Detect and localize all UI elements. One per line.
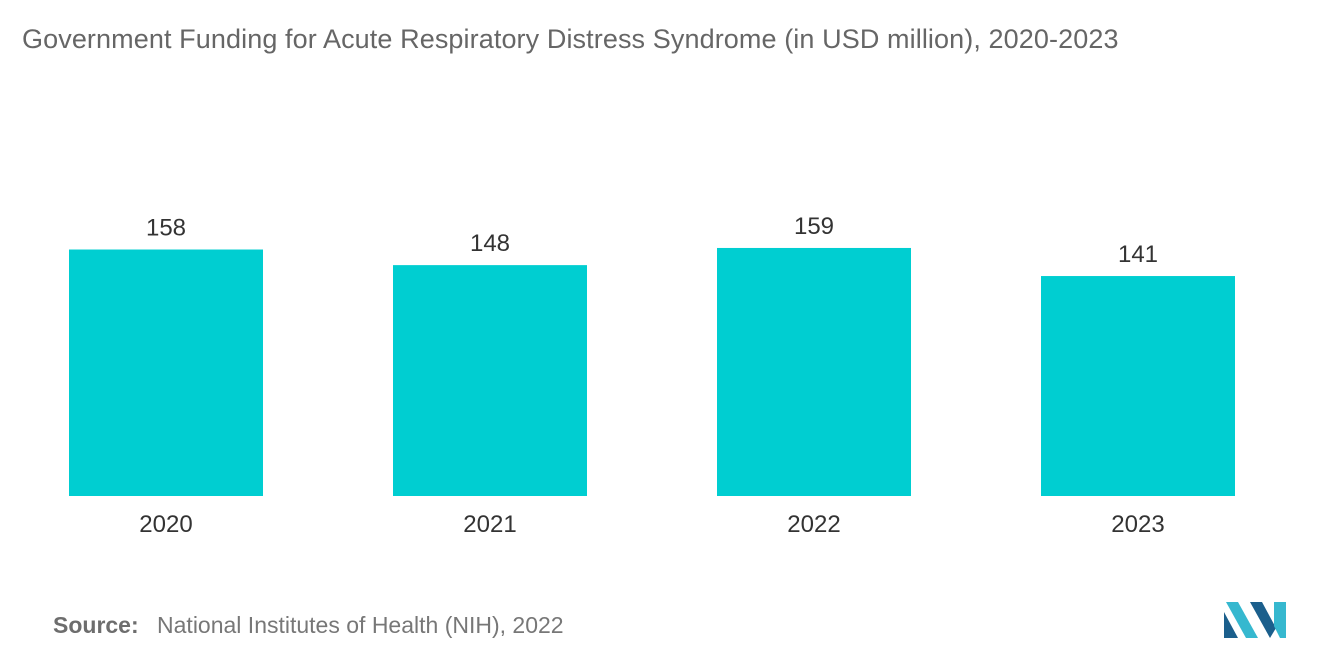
bar-2020 [69,249,263,496]
data-label-2020: 158 [146,215,186,242]
bar-2023 [1041,276,1235,496]
x-tick-label-2020: 2020 [139,511,192,538]
data-label-2021: 148 [470,230,510,257]
source-label: Source: [53,612,139,638]
mordor-intelligence-logo-icon [1224,602,1286,638]
chart-title: Government Funding for Acute Respiratory… [22,24,1119,54]
data-label-2022: 159 [794,213,834,240]
x-tick-label-2022: 2022 [787,511,840,538]
bar-2021 [393,265,587,496]
bar-chart: 158 2020 148 2021 159 2022 141 2023 [69,213,1235,538]
x-tick-label-2023: 2023 [1111,511,1164,538]
x-tick-label-2021: 2021 [463,511,516,538]
data-label-2023: 141 [1118,241,1158,268]
bar-2022 [717,247,911,496]
source-note: Source: National Institutes of Health (N… [53,612,564,639]
source-text: National Institutes of Health (NIH), 202… [157,612,564,638]
